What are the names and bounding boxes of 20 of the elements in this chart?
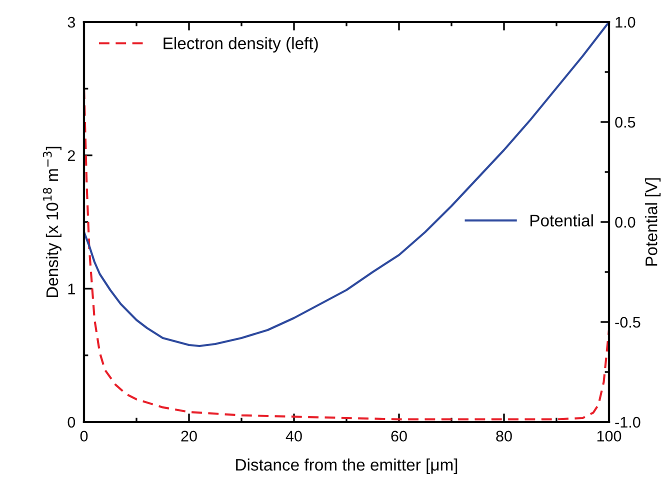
y2-tick-label: 0.0	[615, 216, 636, 228]
x-tick-label: 100	[597, 430, 622, 442]
x-tick-label: 20	[181, 430, 197, 442]
y2-tick-label: 1.0	[616, 16, 636, 28]
y-tick-label: 0	[68, 416, 76, 428]
y2-tick-label: -1.0	[615, 416, 640, 428]
y-axis-title: Density [x 10$^{18}$ m$^{−3}$]	[42, 146, 62, 298]
y2-axis-title: Potential [V]	[645, 178, 661, 266]
x-tick-label: 60	[391, 430, 407, 442]
x-tick-label: 40	[286, 430, 302, 442]
y2-tick-label: -0.5	[615, 316, 640, 328]
x-tick-label: 80	[496, 430, 512, 442]
legend-label: Electron density (left)	[164, 37, 318, 53]
x-tick-label: 0	[80, 430, 88, 442]
y2-tick-label: 0.5	[615, 116, 636, 128]
y-tick-label: 3	[68, 16, 75, 28]
y-tick-label: 2	[68, 150, 75, 161]
legend-label: Potential	[530, 214, 593, 226]
x-axis-title: Distance from the emitter [μm]	[236, 458, 458, 474]
y-tick-label: 1	[68, 284, 75, 294]
